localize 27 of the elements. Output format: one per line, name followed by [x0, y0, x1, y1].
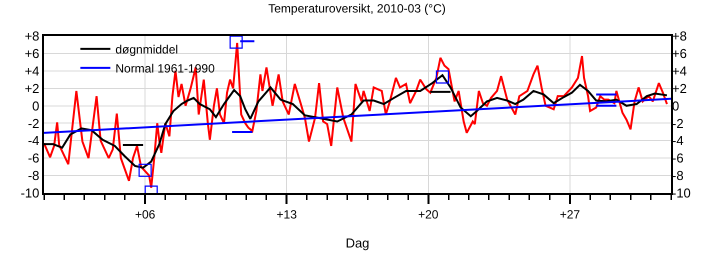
- y2-tick-label: +8: [672, 28, 687, 44]
- y-tick-label: 0: [32, 98, 40, 114]
- y2-tick-label: +4: [672, 63, 687, 78]
- legend-label: Normal 1961-1990: [115, 62, 216, 76]
- x-tick-label: +06: [134, 207, 156, 222]
- x-tick-label: +27: [560, 207, 580, 222]
- y-tick-label: +6: [24, 46, 40, 61]
- y-tick-label: -10: [20, 186, 40, 201]
- y-tick-label: +8: [24, 28, 40, 44]
- y-tick-label: -8: [28, 168, 40, 184]
- x-axis-title: Dag: [346, 236, 370, 250]
- y2-tick-label: -8: [672, 168, 684, 184]
- y2-tick-label: -4: [672, 133, 684, 148]
- y-tick-label: -2: [28, 116, 40, 131]
- y2-tick-label: -2: [672, 116, 684, 131]
- y-tick-label: -6: [28, 150, 40, 166]
- y2-tick-label: +6: [672, 46, 687, 61]
- y-tick-label: +4: [24, 63, 40, 78]
- x-tick-label: +13: [276, 207, 298, 222]
- y-tick-label: +2: [24, 80, 40, 96]
- y2-tick-label: -10: [672, 186, 691, 201]
- chart-title: Temperaturoversikt, 2010-03 (°C): [268, 1, 446, 16]
- y2-tick-label: -6: [672, 150, 684, 166]
- x-tick-label: +20: [418, 207, 439, 222]
- y-tick-label: -4: [28, 133, 40, 148]
- y2-tick-label: +2: [672, 80, 687, 96]
- legend-label: døgnmiddel: [115, 42, 178, 57]
